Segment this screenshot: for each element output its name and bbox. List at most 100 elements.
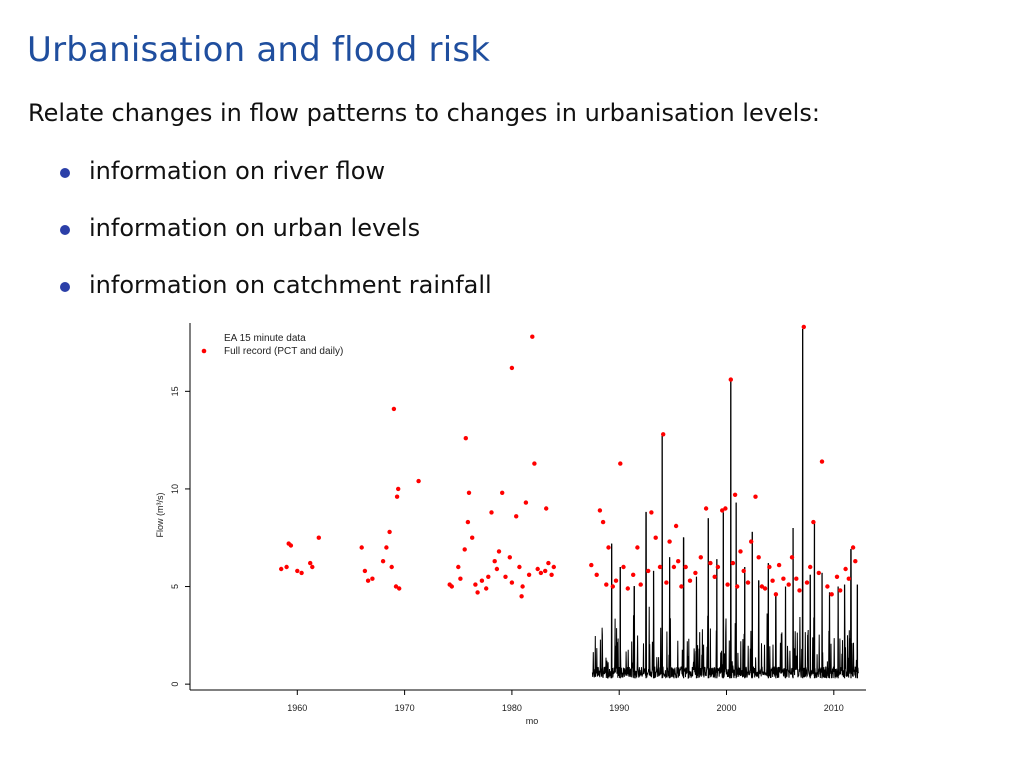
data-point (389, 564, 394, 570)
data-point (730, 560, 736, 566)
data-point (509, 580, 515, 585)
data-point (517, 564, 522, 570)
slide-intro: Relate changes in flow patterns to chang… (28, 99, 820, 127)
data-point (519, 594, 524, 599)
bullet-dot-icon (60, 168, 70, 178)
data-point (804, 580, 810, 585)
chart-legend: EA 15 minute data Full record (PCT and d… (201, 333, 343, 357)
data-point (551, 564, 556, 570)
data-point (794, 576, 799, 581)
line-series-ea-15-minute (591, 328, 859, 679)
data-point (500, 490, 505, 495)
data-point (509, 365, 515, 371)
data-point (549, 572, 554, 577)
data-point (416, 478, 421, 484)
y-tick-label: 10 (170, 484, 180, 494)
data-point (465, 519, 471, 525)
data-point (679, 584, 684, 589)
data-point (687, 578, 693, 583)
data-point (646, 568, 651, 574)
data-point (676, 559, 681, 564)
data-point (284, 564, 289, 570)
data-point (597, 508, 603, 513)
legend-marker-full-record (201, 348, 207, 354)
data-point (489, 510, 494, 515)
data-point (667, 539, 672, 544)
data-point (819, 459, 825, 464)
data-point (776, 562, 782, 568)
bullet-dot-icon (60, 282, 70, 292)
legend-label-full-record: Full record (PCT and daily) (224, 346, 343, 357)
x-tick-label: 1990 (609, 703, 629, 713)
data-point (745, 580, 751, 585)
data-point (693, 570, 698, 576)
data-point (604, 582, 609, 587)
data-point (811, 519, 816, 525)
y-axis-label: Flow (m³/s) (155, 493, 165, 538)
data-point (649, 510, 654, 515)
data-point (715, 564, 721, 570)
data-point (543, 568, 548, 574)
data-point (538, 570, 544, 576)
data-point (781, 576, 786, 581)
data-point (308, 560, 313, 566)
slide-title: Urbanisation and flood risk (27, 30, 491, 70)
data-point (846, 576, 851, 581)
x-tick-label: 2010 (824, 703, 844, 713)
data-point (767, 564, 772, 570)
data-point (523, 500, 529, 505)
data-point (712, 574, 717, 579)
data-point (365, 578, 371, 583)
data-point (449, 584, 454, 589)
data-point (496, 549, 502, 554)
data-point (797, 588, 802, 593)
data-point (759, 584, 765, 589)
data-point (698, 555, 703, 560)
data-point (484, 586, 489, 591)
data-point (661, 432, 666, 437)
data-point (384, 545, 389, 550)
x-tick-label: 1970 (395, 703, 415, 713)
legend-label-ea-15-minute: EA 15 minute data (224, 333, 306, 344)
bullet-text: information on urban levels (89, 214, 421, 242)
data-point (546, 560, 551, 566)
data-point (843, 566, 848, 572)
data-point (853, 559, 858, 564)
data-point (370, 576, 375, 581)
data-point (532, 461, 537, 466)
data-point (503, 574, 508, 579)
data-point (657, 564, 663, 570)
data-point (397, 586, 402, 591)
data-point (808, 564, 813, 570)
data-point (732, 492, 738, 497)
data-point (631, 572, 636, 577)
data-point (594, 572, 599, 577)
data-point (850, 545, 856, 550)
data-point (773, 592, 779, 597)
data-point (514, 514, 519, 519)
data-point (535, 566, 540, 572)
data-point (544, 506, 549, 511)
data-point (486, 574, 491, 579)
data-point (456, 564, 461, 570)
bullet-text: information on river flow (89, 157, 386, 185)
point-series-full-record (279, 324, 858, 599)
data-point (720, 508, 725, 513)
data-point (473, 582, 478, 587)
data-point (526, 572, 532, 577)
data-point (458, 576, 463, 581)
flow-trace-line (591, 328, 859, 679)
data-point (708, 560, 713, 566)
x-tick-label: 2000 (716, 703, 736, 713)
data-point (753, 494, 758, 499)
data-point (466, 490, 472, 495)
data-point (470, 535, 475, 540)
bullet-dot-icon (60, 225, 70, 235)
data-point (310, 564, 315, 570)
data-point (801, 324, 806, 330)
y-tick-label: 15 (170, 386, 180, 396)
data-point (834, 574, 840, 579)
y-tick-label: 0 (170, 682, 180, 687)
data-point (749, 539, 754, 544)
